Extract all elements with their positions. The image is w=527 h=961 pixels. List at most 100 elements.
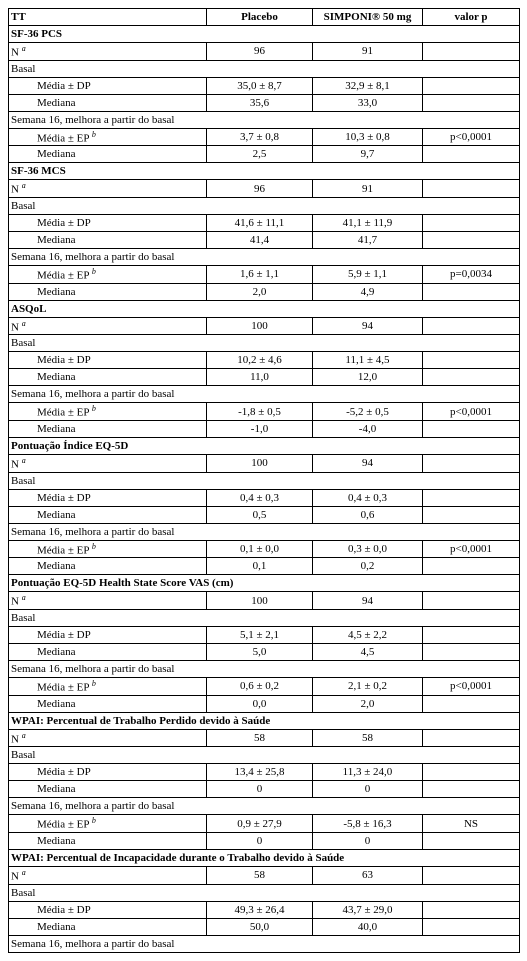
table-row: Basal [9, 609, 520, 626]
row-label-mediana: Mediana [9, 918, 207, 935]
row-label-mediana: Mediana [9, 781, 207, 798]
table-row: Média ± DP10,2 ± 4,611,1 ± 4,5 [9, 352, 520, 369]
table-row: Média ± DP35,0 ± 8,732,9 ± 8,1 [9, 77, 520, 94]
row-label-mediana: Mediana [9, 283, 207, 300]
row-label-media-dp: Média ± DP [9, 489, 207, 506]
p-value: p<0,0001 [423, 540, 520, 558]
section-title: ASQoL [9, 300, 520, 317]
table-row: Semana 16, melhora a partir do basal [9, 111, 520, 128]
row-label-media-dp: Média ± DP [9, 901, 207, 918]
row-label-mediana: Mediana [9, 558, 207, 575]
table-row: Mediana41,441,7 [9, 231, 520, 248]
table-row: TTPlaceboSIMPONI® 50 mgvalor p [9, 9, 520, 26]
table-row: Média ± EP b-1,8 ± 0,5-5,2 ± 0,5p<0,0001 [9, 403, 520, 421]
clinical-data-table: TTPlaceboSIMPONI® 50 mgvalor pSF-36 PCSN… [8, 8, 520, 953]
table-row: Mediana0,10,2 [9, 558, 520, 575]
row-label-mediana: Mediana [9, 643, 207, 660]
row-label-s16: Semana 16, melhora a partir do basal [9, 660, 520, 677]
p-value: p<0,0001 [423, 128, 520, 146]
row-label-s16: Semana 16, melhora a partir do basal [9, 935, 520, 952]
row-label-mediana: Mediana [9, 695, 207, 712]
col-header-tt: TT [9, 9, 207, 26]
table-row: Média ± EP b0,9 ± 27,9-5,8 ± 16,3NS [9, 815, 520, 833]
table-row: N a5858 [9, 729, 520, 747]
table-row: Basal [9, 747, 520, 764]
table-row: ASQoL [9, 300, 520, 317]
col-header-pvalue: valor p [423, 9, 520, 26]
table-row: Mediana2,59,7 [9, 146, 520, 163]
table-row: Mediana00 [9, 781, 520, 798]
table-row: N a10094 [9, 454, 520, 472]
row-label-basal: Basal [9, 60, 520, 77]
table-row: Mediana00 [9, 832, 520, 849]
table-row: N a5863 [9, 866, 520, 884]
table-row: Semana 16, melhora a partir do basal [9, 248, 520, 265]
p-value: p=0,0034 [423, 265, 520, 283]
table-row: Mediana5,04,5 [9, 643, 520, 660]
row-label-s16: Semana 16, melhora a partir do basal [9, 523, 520, 540]
table-row: Basal [9, 60, 520, 77]
row-label-n: N a [9, 317, 207, 335]
row-label-basal: Basal [9, 197, 520, 214]
table-row: Basal [9, 884, 520, 901]
table-row: Média ± DP49,3 ± 26,443,7 ± 29,0 [9, 901, 520, 918]
row-label-media-ep: Média ± EP b [9, 403, 207, 421]
row-label-mediana: Mediana [9, 420, 207, 437]
table-row: Semana 16, melhora a partir do basal [9, 523, 520, 540]
row-label-mediana: Mediana [9, 231, 207, 248]
row-label-media-ep: Média ± EP b [9, 677, 207, 695]
table-row: Basal [9, 472, 520, 489]
table-row: Média ± DP41,6 ± 11,141,1 ± 11,9 [9, 214, 520, 231]
table-row: Média ± EP b0,6 ± 0,22,1 ± 0,2p<0,0001 [9, 677, 520, 695]
row-label-media-dp: Média ± DP [9, 352, 207, 369]
row-label-media-ep: Média ± EP b [9, 540, 207, 558]
row-label-basal: Basal [9, 884, 520, 901]
table-row: N a9691 [9, 43, 520, 61]
table-row: Basal [9, 197, 520, 214]
row-label-n: N a [9, 454, 207, 472]
section-title: SF-36 MCS [9, 163, 520, 180]
row-label-basal: Basal [9, 472, 520, 489]
col-header-treatment: SIMPONI® 50 mg [313, 9, 423, 26]
section-title: Pontuação Índice EQ-5D [9, 437, 520, 454]
table-row: Mediana50,040,0 [9, 918, 520, 935]
table-row: Pontuação Índice EQ-5D [9, 437, 520, 454]
table-row: Média ± EP b3,7 ± 0,810,3 ± 0,8p<0,0001 [9, 128, 520, 146]
section-title: WPAI: Percentual de Incapacidade durante… [9, 849, 520, 866]
row-label-media-dp: Média ± DP [9, 626, 207, 643]
table-row: Mediana35,633,0 [9, 94, 520, 111]
table-row: Basal [9, 335, 520, 352]
row-label-mediana: Mediana [9, 369, 207, 386]
table-row: SF-36 PCS [9, 26, 520, 43]
row-label-mediana: Mediana [9, 146, 207, 163]
row-label-s16: Semana 16, melhora a partir do basal [9, 386, 520, 403]
row-label-basal: Basal [9, 335, 520, 352]
row-label-s16: Semana 16, melhora a partir do basal [9, 111, 520, 128]
table-row: Mediana0,50,6 [9, 506, 520, 523]
row-label-s16: Semana 16, melhora a partir do basal [9, 248, 520, 265]
section-title: WPAI: Percentual de Trabalho Perdido dev… [9, 712, 520, 729]
table-row: Semana 16, melhora a partir do basal [9, 660, 520, 677]
row-label-n: N a [9, 43, 207, 61]
row-label-n: N a [9, 866, 207, 884]
table-row: Mediana11,012,0 [9, 369, 520, 386]
row-label-media-dp: Média ± DP [9, 764, 207, 781]
section-title: Pontuação EQ-5D Health State Score VAS (… [9, 575, 520, 592]
p-value: p<0,0001 [423, 403, 520, 421]
section-title: SF-36 PCS [9, 26, 520, 43]
row-label-basal: Basal [9, 609, 520, 626]
row-label-media-dp: Média ± DP [9, 214, 207, 231]
table-row: N a10094 [9, 317, 520, 335]
table-row: Mediana-1,0-4,0 [9, 420, 520, 437]
col-header-placebo: Placebo [207, 9, 313, 26]
row-label-s16: Semana 16, melhora a partir do basal [9, 798, 520, 815]
row-label-media-ep: Média ± EP b [9, 815, 207, 833]
table-row: Média ± EP b0,1 ± 0,00,3 ± 0,0p<0,0001 [9, 540, 520, 558]
table-row: Mediana0,02,0 [9, 695, 520, 712]
table-row: N a9691 [9, 180, 520, 198]
table-row: Semana 16, melhora a partir do basal [9, 798, 520, 815]
table-row: Mediana2,04,9 [9, 283, 520, 300]
table-row: WPAI: Percentual de Incapacidade durante… [9, 849, 520, 866]
row-label-mediana: Mediana [9, 506, 207, 523]
table-row: Média ± DP0,4 ± 0,30,4 ± 0,3 [9, 489, 520, 506]
